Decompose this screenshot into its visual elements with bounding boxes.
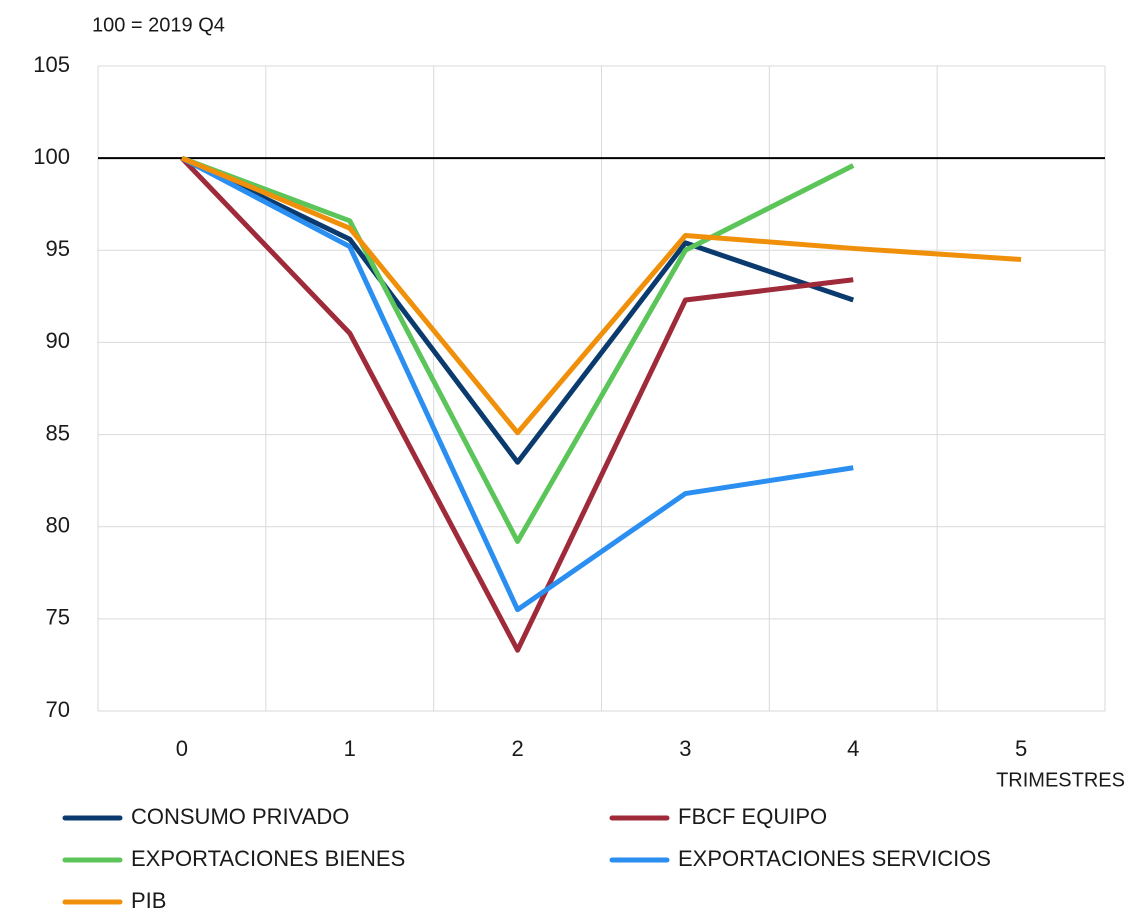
y-tick-label: 85	[46, 420, 70, 445]
y-tick-label: 105	[33, 52, 70, 77]
x-tick-label: 0	[176, 736, 188, 761]
series-line	[181, 155, 855, 544]
legend-label: FBCF EQUIPO	[678, 804, 827, 829]
series-line	[180, 155, 1022, 436]
x-tick-label: 5	[1015, 736, 1027, 761]
series-line	[180, 155, 854, 613]
x-tick-label: 1	[344, 736, 356, 761]
legend-label: EXPORTACIONES SERVICIOS	[678, 846, 991, 871]
series-line	[180, 155, 855, 465]
legend-label: EXPORTACIONES BIENES	[131, 846, 405, 871]
x-tick-label: 2	[511, 736, 523, 761]
y-tick-label: 70	[46, 697, 70, 722]
y-tick-label: 100	[33, 144, 70, 169]
x-tick-label: 4	[847, 736, 859, 761]
y-tick-label: 80	[46, 513, 70, 538]
legend-label: CONSUMO PRIVADO	[131, 804, 349, 829]
y-tick-label: 90	[46, 328, 70, 353]
y-tick-label: 95	[46, 236, 70, 261]
y-tick-label: 75	[46, 605, 70, 630]
series-line	[180, 156, 854, 653]
x-axis-label: TRIMESTRES	[996, 769, 1125, 791]
legend-label: PIB	[131, 888, 166, 913]
x-tick-label: 3	[679, 736, 691, 761]
y-axis-label: 100 = 2019 Q4	[92, 14, 225, 36]
